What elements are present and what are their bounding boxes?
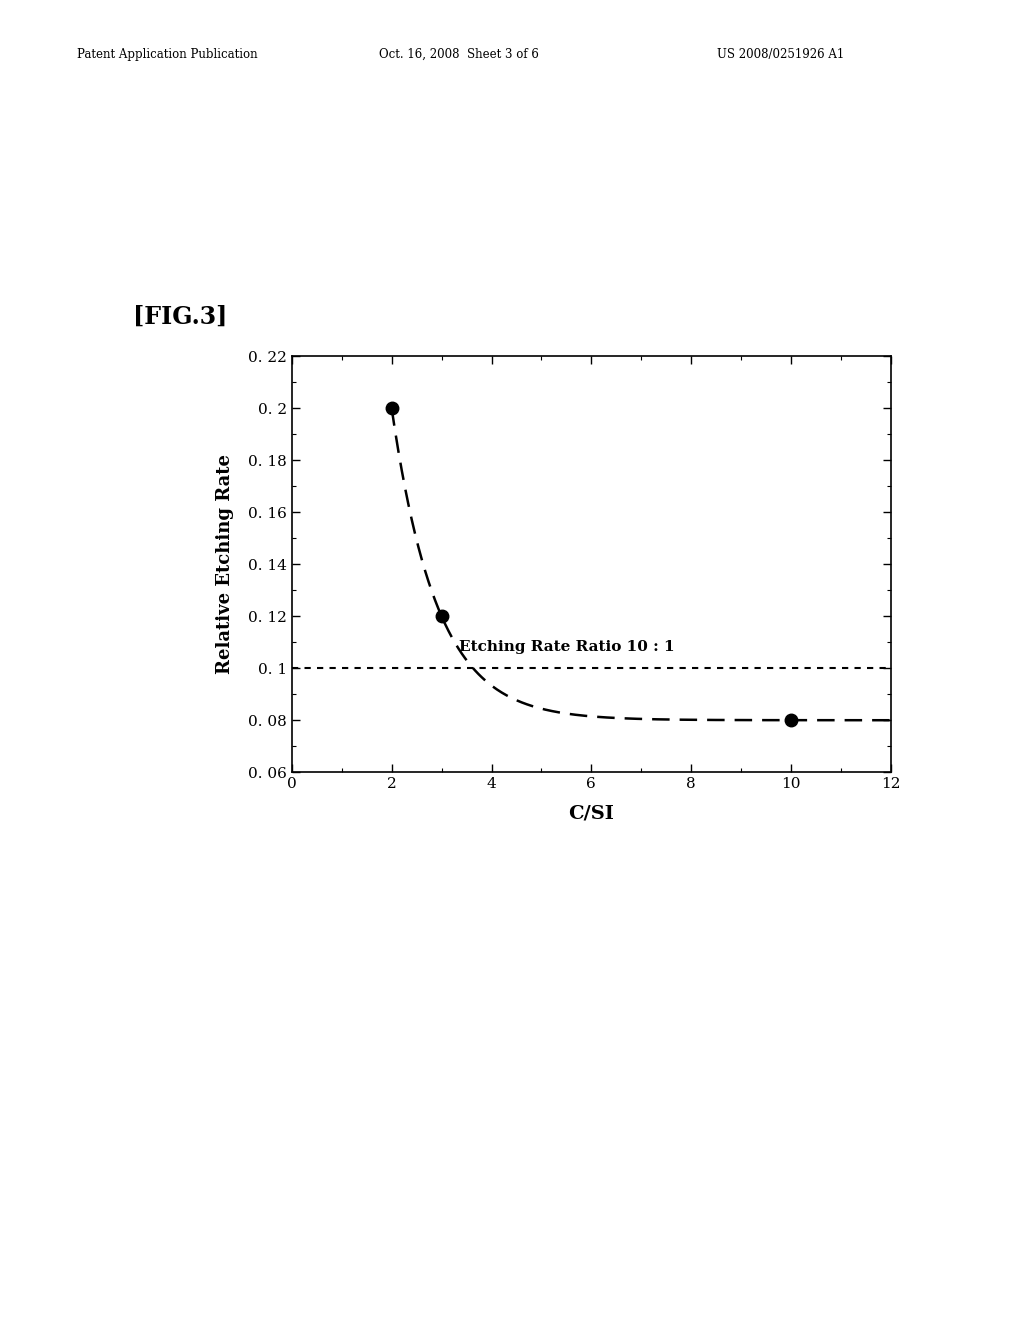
Text: Oct. 16, 2008  Sheet 3 of 6: Oct. 16, 2008 Sheet 3 of 6 [379,48,539,61]
Y-axis label: Relative Etching Rate: Relative Etching Rate [216,454,234,675]
X-axis label: C/SI: C/SI [568,805,614,822]
Text: US 2008/0251926 A1: US 2008/0251926 A1 [717,48,844,61]
Text: Etching Rate Ratio 10 : 1: Etching Rate Ratio 10 : 1 [459,640,675,655]
Text: Patent Application Publication: Patent Application Publication [77,48,257,61]
Text: [FIG.3]: [FIG.3] [133,305,227,329]
